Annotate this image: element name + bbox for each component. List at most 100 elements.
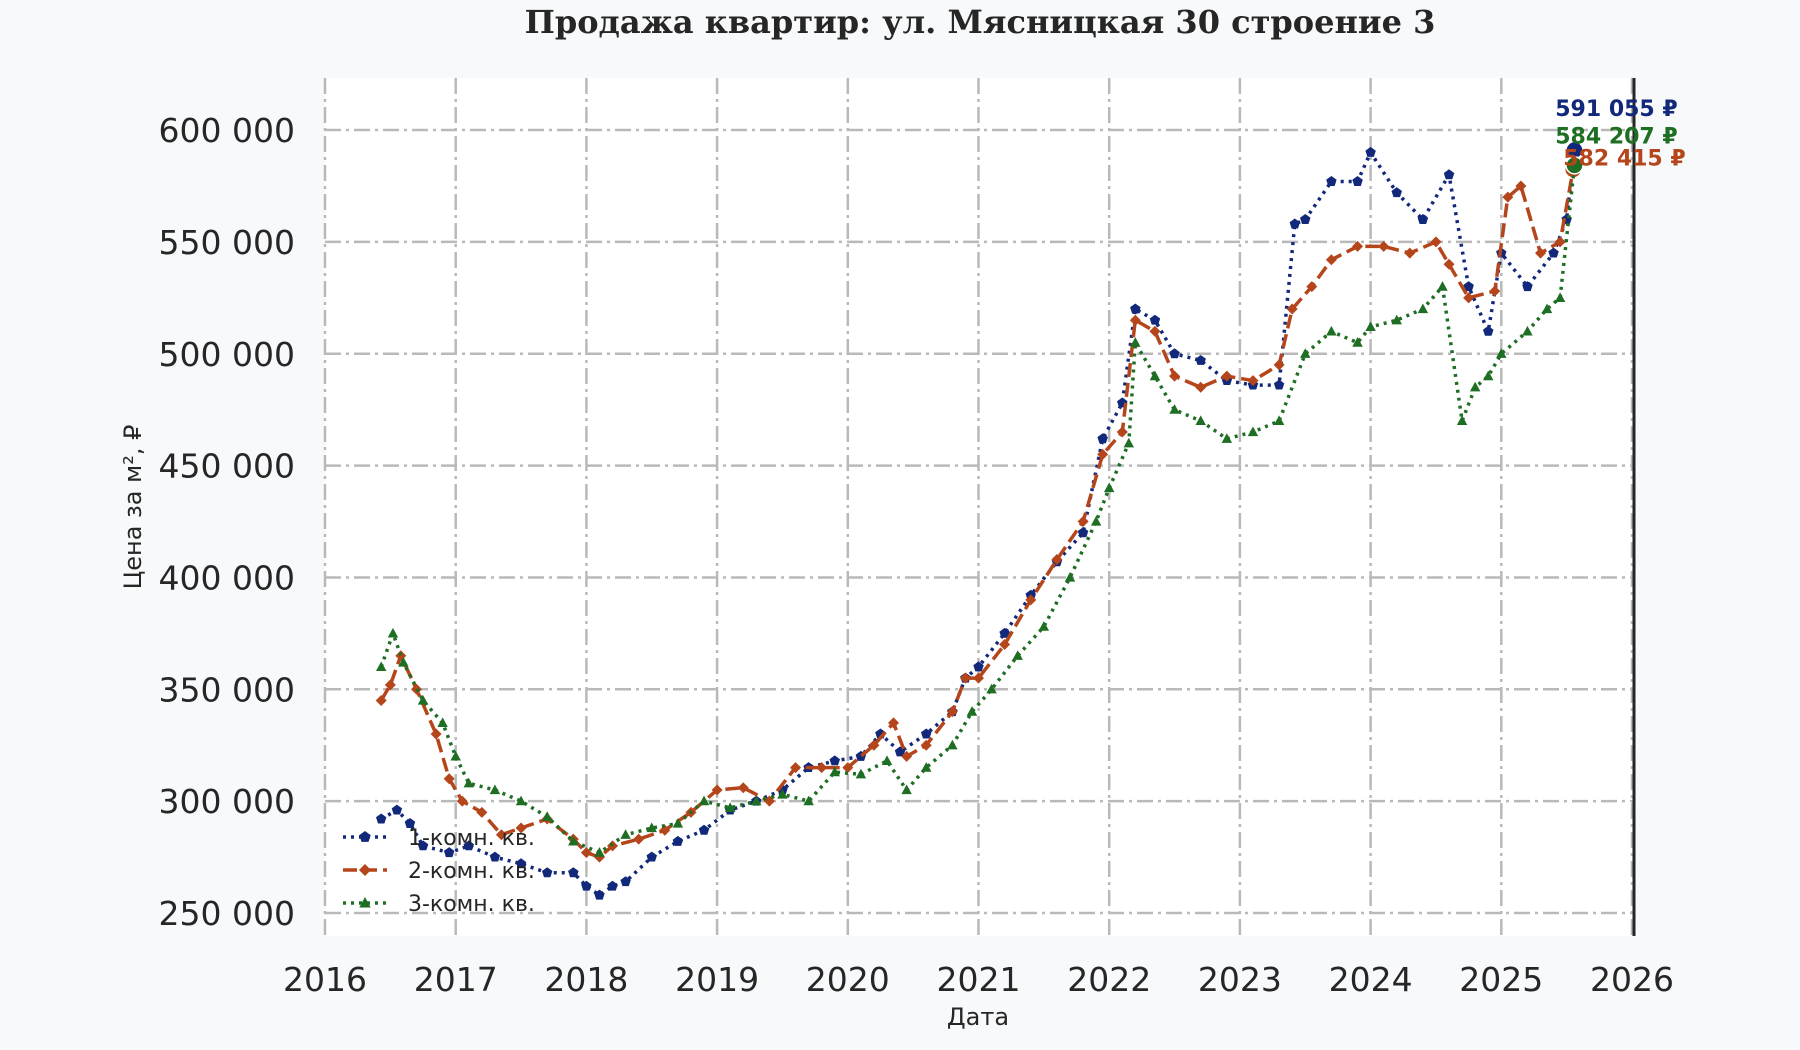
series-line [380, 149, 1577, 897]
data-point [437, 717, 448, 727]
data-point [1097, 433, 1108, 444]
data-point [1149, 314, 1161, 325]
data-point [920, 739, 932, 751]
data-point [1169, 404, 1180, 414]
data-point [391, 804, 403, 815]
data-point [868, 739, 880, 751]
legend-label: 2-комн. кв. [408, 859, 535, 884]
y-tick-label: 450 000 [159, 447, 295, 486]
data-point [999, 627, 1010, 638]
y-tick-label: 500 000 [159, 335, 295, 374]
x-tick-label: 2025 [1459, 960, 1543, 999]
data-point [1169, 348, 1180, 359]
data-point [1325, 254, 1337, 266]
data-point [1489, 285, 1501, 297]
plot-area [325, 78, 1635, 936]
data-point [966, 706, 978, 716]
chart-title: Продажа квартир: ул. Мясницкая 30 строен… [525, 3, 1436, 41]
data-point [1169, 370, 1181, 382]
data-point [1221, 433, 1233, 443]
data-point [594, 847, 605, 857]
data-point [1483, 370, 1494, 381]
grid [323, 78, 1634, 936]
y-tick-label: 350 000 [159, 670, 295, 709]
data-point [1123, 437, 1135, 448]
data-point [1273, 359, 1285, 371]
data-point [1051, 554, 1063, 566]
data-point [724, 802, 736, 812]
data-point [1326, 176, 1337, 186]
data-point [515, 858, 527, 869]
data-point [1129, 314, 1141, 326]
data-point [398, 656, 409, 667]
data-point [1417, 303, 1429, 314]
data-point [456, 795, 468, 807]
data-point [1149, 325, 1161, 337]
data-point [1483, 325, 1494, 336]
data-point [1064, 571, 1076, 582]
data-point [946, 706, 958, 718]
data-point [1012, 650, 1023, 660]
data-point [803, 795, 814, 806]
data-point [1286, 303, 1298, 315]
series-3 [375, 156, 1584, 857]
data-point [1149, 370, 1161, 381]
y-tick-label: 550 000 [159, 223, 295, 262]
data-point [659, 824, 671, 836]
data-point [541, 811, 553, 821]
data-point [1430, 236, 1442, 248]
data-point [790, 762, 802, 774]
data-point [1554, 292, 1566, 302]
data-point [1103, 482, 1115, 493]
data-point [1090, 516, 1102, 526]
data-point [463, 840, 474, 851]
data-point [1522, 281, 1533, 292]
data-point [920, 762, 932, 772]
end-point-marker [1565, 156, 1584, 175]
data-point [1541, 303, 1553, 314]
y-tick-label: 400 000 [159, 558, 295, 597]
data-point [620, 876, 631, 887]
data-point [1025, 594, 1037, 606]
data-point [1463, 292, 1475, 304]
data-point [1116, 426, 1128, 438]
data-point [476, 806, 488, 818]
data-point [1548, 247, 1559, 258]
tick-labels: 2016 2017 2018 2019 2020 2021 2022 2023 2024 2025… [159, 111, 1674, 999]
x-tick-label: 2017 [414, 960, 498, 999]
data-point [633, 833, 645, 845]
data-point [594, 889, 605, 900]
data-point [1195, 381, 1207, 393]
legend-swatch-marker [359, 831, 371, 842]
data-point [404, 818, 416, 828]
data-point [607, 840, 619, 852]
data-point [1097, 448, 1109, 460]
data-point [1437, 281, 1448, 291]
legend-label: 1-комн. кв. [408, 826, 535, 851]
data-point [1515, 180, 1527, 192]
data-point [1130, 303, 1141, 314]
data-point [1554, 236, 1566, 248]
data-point [495, 829, 507, 841]
data-point [489, 851, 501, 862]
data-point [1038, 621, 1050, 631]
data-point [515, 822, 527, 834]
data-point [842, 762, 854, 774]
data-point [607, 880, 618, 891]
data-point [973, 672, 984, 684]
data-point [1502, 191, 1514, 203]
data-point [1300, 214, 1311, 224]
legend: 1-комн. кв. 2-комн. кв. 3-комн. кв. [343, 826, 535, 917]
data-point [417, 694, 429, 705]
data-point [375, 661, 387, 672]
data-point [489, 784, 501, 795]
data-point [443, 773, 455, 785]
end-value-label: 582 415 ₽ [1563, 146, 1685, 171]
data-point [1077, 516, 1089, 528]
data-point [901, 750, 913, 762]
data-point [1365, 321, 1376, 332]
data-point [1273, 415, 1285, 425]
data-point [1247, 375, 1259, 387]
legend-label: 3-комн. кв. [408, 892, 535, 917]
